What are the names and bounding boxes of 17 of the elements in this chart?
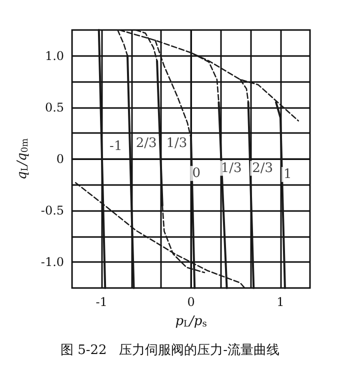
y-tick-label: -1.0 bbox=[40, 255, 64, 270]
annotation: 0 bbox=[192, 166, 201, 181]
y-tick-label: -0.5 bbox=[40, 204, 64, 218]
x-tick-label: -1 bbox=[96, 295, 108, 309]
annotation: 1/3 bbox=[166, 136, 188, 152]
y-tick-label: 1.0 bbox=[44, 48, 64, 63]
x-tick-label: 0 bbox=[187, 295, 195, 309]
y-tick-label: 0 bbox=[56, 152, 64, 166]
annotation: -1 bbox=[110, 139, 122, 154]
text: 图 5-22 压力伺服阀的压力-流量曲线 bbox=[60, 342, 280, 358]
annotation: 2/3 bbox=[252, 160, 274, 176]
annotation: 1 bbox=[283, 166, 292, 182]
annotation: 2/3 bbox=[136, 136, 157, 152]
annotation: 1/3 bbox=[220, 160, 242, 176]
y-tick-label: 0.5 bbox=[44, 100, 64, 114]
x-tick-label: 1 bbox=[276, 295, 284, 309]
y-axis-title: qL/q0m bbox=[15, 138, 30, 180]
